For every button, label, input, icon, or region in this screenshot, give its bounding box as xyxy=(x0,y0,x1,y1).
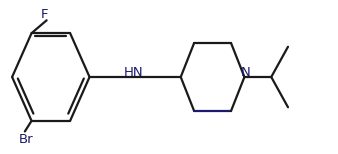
Text: F: F xyxy=(41,8,49,21)
Text: N: N xyxy=(241,66,251,79)
Text: Br: Br xyxy=(19,133,33,146)
Text: HN: HN xyxy=(124,66,144,79)
